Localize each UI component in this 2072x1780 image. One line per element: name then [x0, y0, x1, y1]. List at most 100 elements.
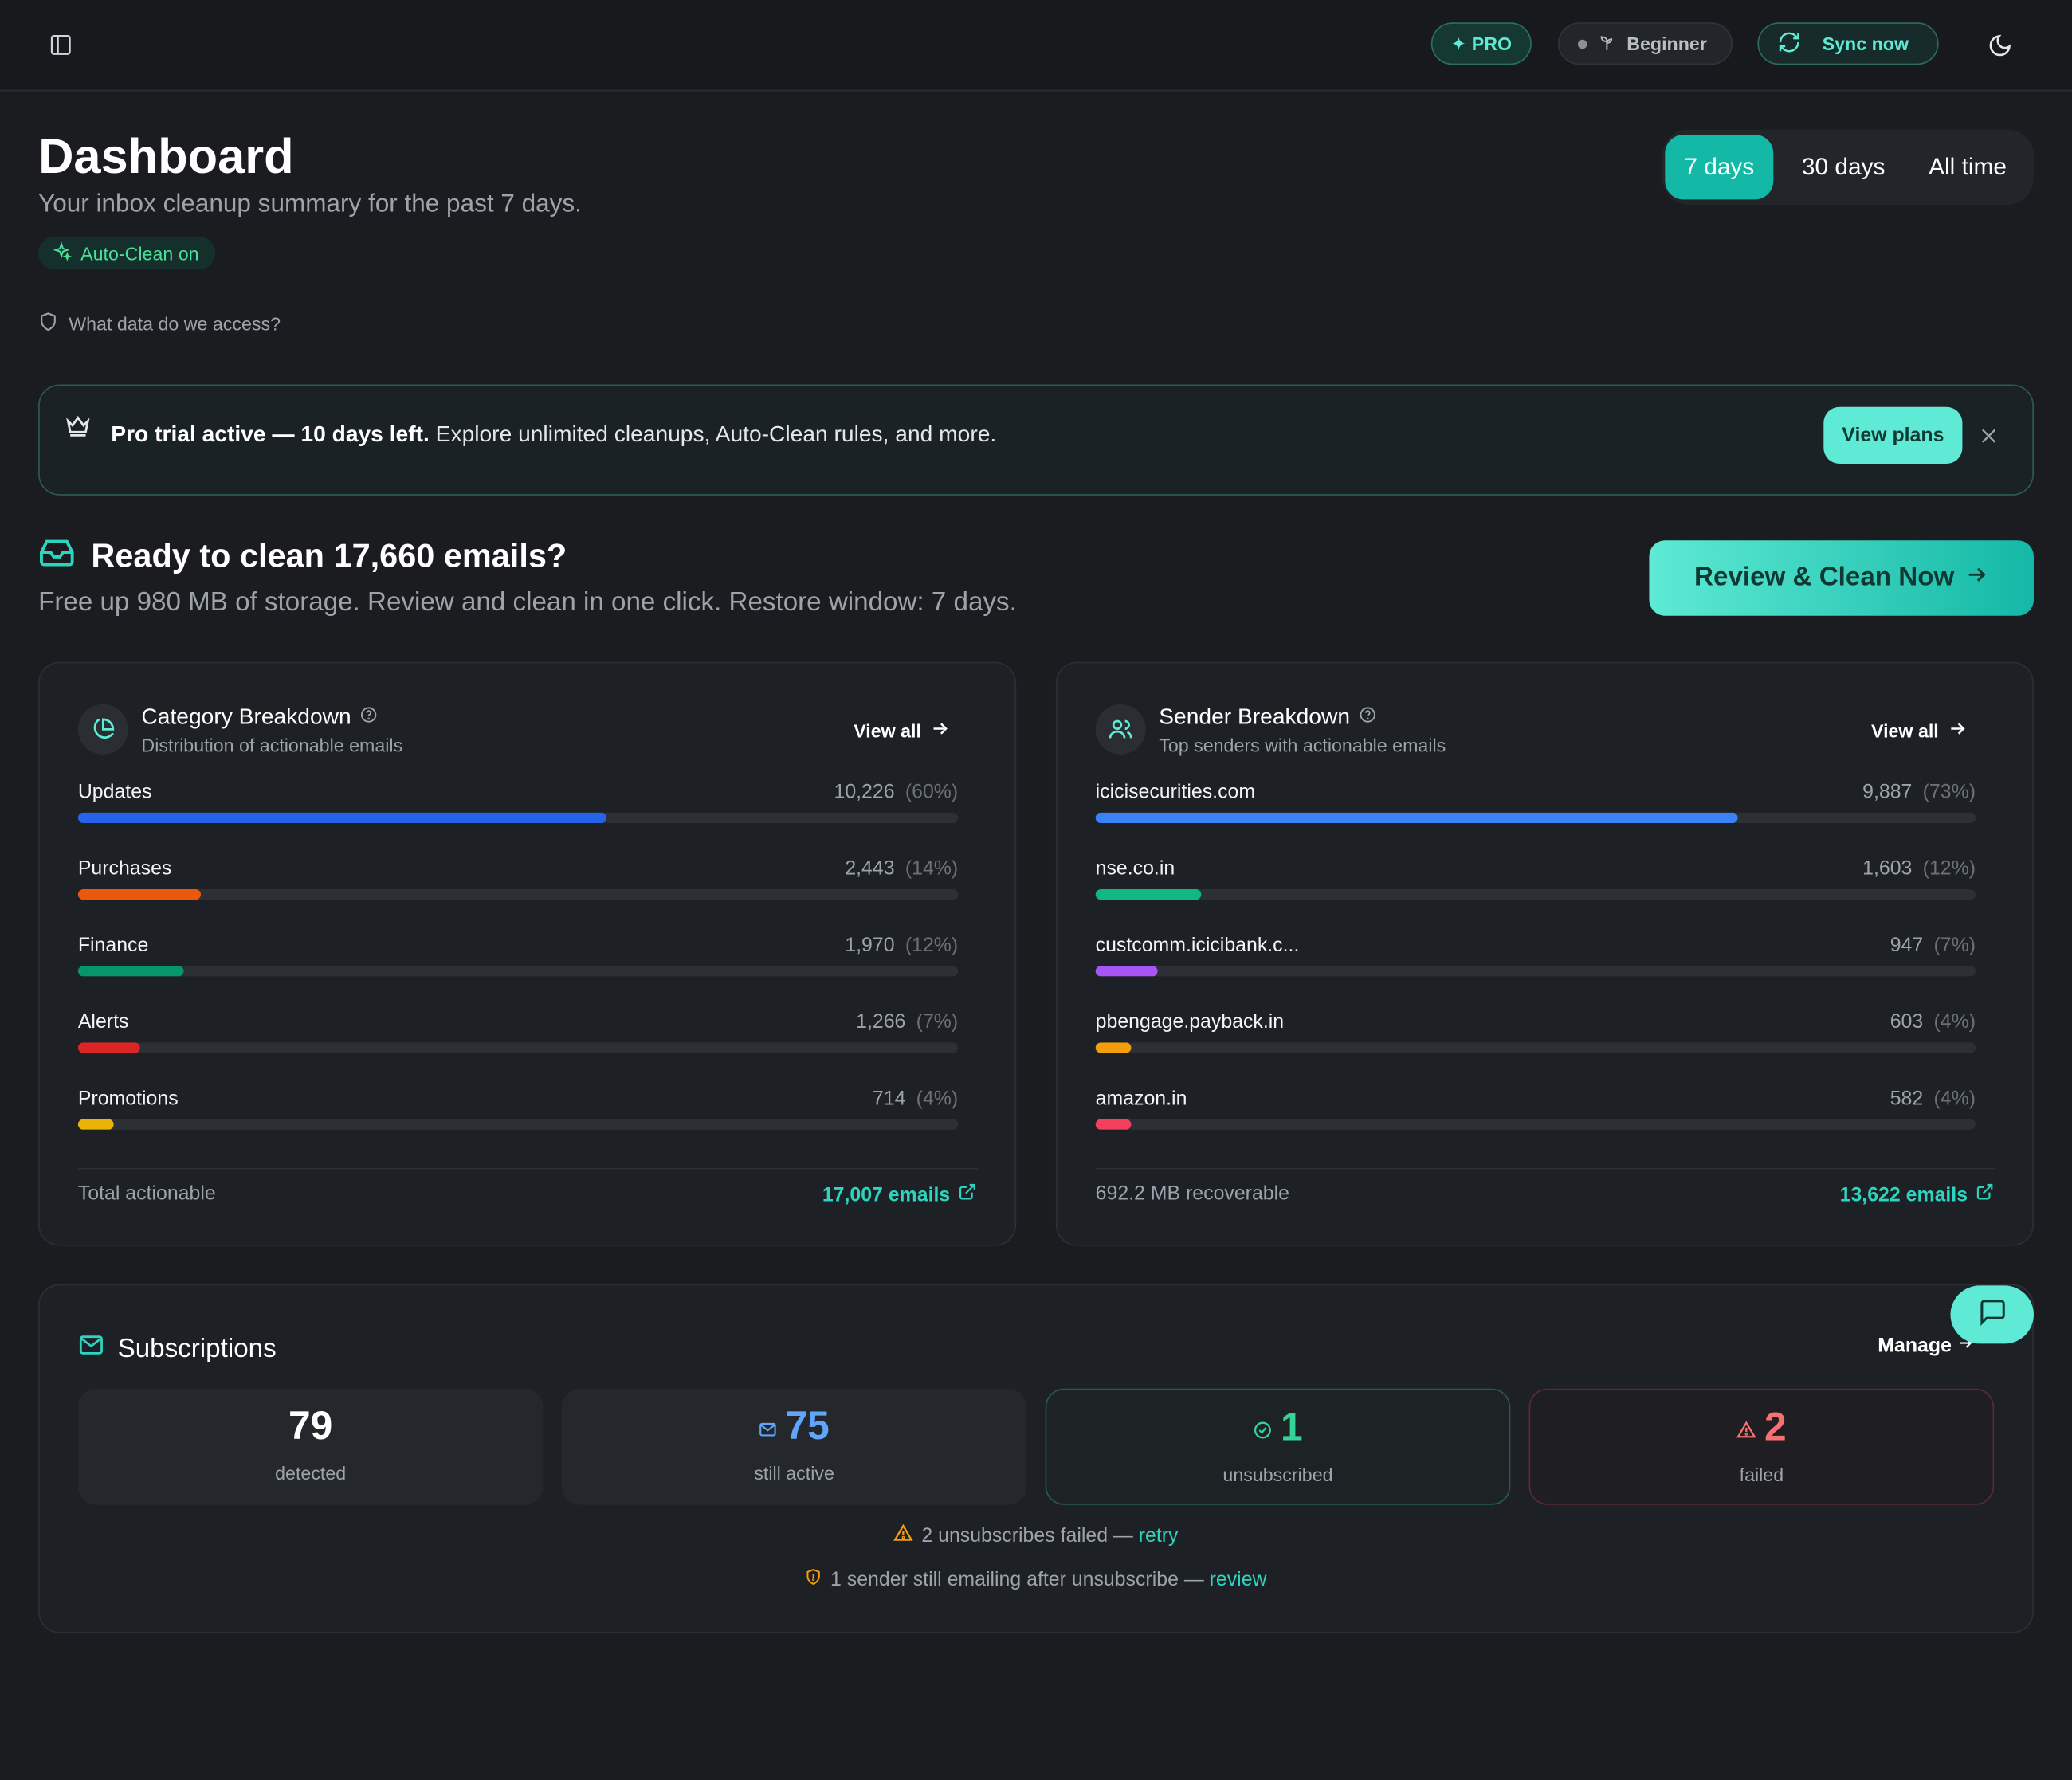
subscriptions-card: Subscriptions Manage 79 detected 75 st — [38, 1284, 2034, 1633]
close-icon[interactable] — [1974, 421, 2003, 450]
review-link[interactable]: review — [1209, 1568, 1267, 1591]
category-percent: (14%) — [905, 857, 959, 880]
category-percent: (7%) — [916, 1010, 959, 1033]
card-divider — [1095, 1167, 1995, 1170]
category-percent: (4%) — [916, 1087, 959, 1110]
stat-unsubscribed[interactable]: 1 unsubscribed — [1045, 1388, 1511, 1505]
review-clean-now-button[interactable]: Review & Clean Now — [1649, 540, 2034, 616]
category-progress-fill — [77, 888, 202, 900]
mail-icon — [759, 1405, 777, 1449]
sender-percent: (73%) — [1922, 780, 1976, 804]
stat-unsubscribed-number: 1 — [1046, 1406, 1509, 1450]
category-view-all-link[interactable]: View all — [854, 719, 950, 743]
sender-view-all-link[interactable]: View all — [1871, 719, 1968, 743]
pro-trial-banner: Pro trial active — 10 days left. Explore… — [38, 384, 2034, 496]
sidebar-toggle-icon[interactable] — [45, 29, 77, 61]
refresh-icon — [1777, 29, 1801, 57]
recoverable-label: 692.2 MB recoverable — [1095, 1182, 1289, 1206]
external-link-icon — [1976, 1182, 1994, 1206]
stat-detected-value: 79 — [288, 1404, 333, 1449]
shield-icon — [38, 312, 58, 335]
arrow-right-icon — [1948, 719, 1968, 743]
level-badge[interactable]: Beginner — [1558, 22, 1733, 65]
stat-detected[interactable]: 79 detected — [77, 1388, 544, 1505]
help-circle-icon[interactable] — [1358, 704, 1376, 731]
category-percent: (60%) — [905, 780, 959, 804]
help-circle-icon[interactable] — [359, 704, 378, 731]
stat-still-active[interactable]: 75 still active — [561, 1388, 1027, 1505]
sender-percent: (12%) — [1922, 857, 1976, 880]
total-actionable-label: Total actionable — [77, 1182, 216, 1206]
sender-percent: (7%) — [1933, 934, 1976, 957]
pro-badge[interactable]: ✦ PRO — [1430, 22, 1532, 65]
stat-detected-label: detected — [275, 1462, 347, 1484]
sender-percent: (4%) — [1933, 1087, 1976, 1110]
category-count: 1,970 — [845, 934, 895, 957]
sender-percent: (4%) — [1933, 1010, 1976, 1033]
category-progress-track — [77, 1042, 959, 1053]
category-count: 714 — [872, 1087, 906, 1110]
sender-label: amazon.in — [1095, 1087, 1187, 1110]
range-all-time[interactable]: All time — [1929, 153, 2007, 180]
range-7-days[interactable]: 7 days — [1665, 135, 1774, 200]
arrow-right-icon — [931, 719, 951, 743]
warning-icon — [893, 1523, 914, 1549]
category-breakdown-subtitle: Distribution of actionable emails — [141, 734, 403, 756]
stat-unsubscribed-value: 1 — [1281, 1406, 1303, 1450]
stat-still-active-value: 75 — [785, 1404, 830, 1449]
sender-value: 9,887 (73%) — [1862, 781, 1976, 803]
data-access-link[interactable]: What data do we access? — [38, 312, 281, 335]
arrow-right-icon — [1965, 563, 1989, 594]
sender-count: 1,603 — [1862, 857, 1913, 880]
trial-text: Explore unlimited cleanups, Auto-Clean r… — [429, 421, 997, 447]
category-progress-track — [77, 1119, 959, 1130]
sender-label: nse.co.in — [1095, 857, 1175, 880]
sender-progress-fill — [1095, 812, 1738, 824]
still-emailing-notice: 1 sender still emailing after unsubscrib… — [40, 1568, 2033, 1590]
sender-count: 947 — [1890, 934, 1924, 957]
chat-support-button[interactable] — [1950, 1285, 2034, 1344]
sender-progress-fill — [1095, 1042, 1131, 1053]
sync-now-button[interactable]: Sync now — [1757, 22, 1939, 65]
category-label: Alerts — [77, 1010, 129, 1033]
message-square-icon — [1977, 1297, 2006, 1333]
auto-clean-badge[interactable]: Auto-Clean on — [38, 236, 215, 270]
category-title-text: Category Breakdown — [141, 704, 351, 730]
still-emailing-text: 1 sender still emailing after unsubscrib… — [830, 1568, 1210, 1591]
stat-failed[interactable]: 2 failed — [1528, 1388, 1995, 1505]
manage-subscriptions-link[interactable]: Manage — [1878, 1335, 1974, 1357]
category-value: 1,266 (7%) — [856, 1011, 958, 1033]
sender-value: 603 (4%) — [1890, 1011, 1976, 1033]
total-actionable-value: 17,007 emails — [822, 1182, 951, 1206]
retry-link[interactable]: retry — [1138, 1524, 1179, 1547]
sender-emails-link[interactable]: 13,622 emails — [1840, 1182, 1995, 1206]
inbox-icon — [38, 534, 75, 580]
sender-progress-track — [1095, 966, 1976, 977]
total-actionable-link[interactable]: 17,007 emails — [822, 1182, 977, 1206]
dark-mode-toggle-icon[interactable] — [1982, 28, 2016, 62]
sender-breakdown-title: Sender Breakdown — [1159, 704, 1376, 731]
failed-notice-text: 2 unsubscribes failed — — [921, 1524, 1139, 1547]
failed-unsubscribes-notice: 2 unsubscribes failed — retry — [40, 1523, 2033, 1549]
stat-failed-number: 2 — [1530, 1406, 1992, 1450]
sender-progress-track — [1095, 1119, 1976, 1130]
stat-failed-label: failed — [1739, 1464, 1784, 1485]
category-count: 10,226 — [834, 780, 895, 804]
sender-progress-fill — [1095, 888, 1202, 900]
category-value: 2,443 (14%) — [845, 857, 958, 880]
mail-icon — [78, 1331, 104, 1366]
ready-title: Ready to clean 17,660 emails? — [38, 534, 567, 580]
range-30-days[interactable]: 30 days — [1801, 153, 1886, 180]
view-plans-button[interactable]: View plans — [1823, 406, 1963, 465]
auto-clean-label: Auto-Clean on — [80, 242, 199, 264]
check-circle-icon — [1253, 1406, 1273, 1450]
subscriptions-title-text: Subscriptions — [117, 1333, 277, 1363]
shield-alert-icon — [806, 1568, 823, 1590]
category-progress-fill — [77, 1119, 113, 1130]
pro-label: PRO — [1471, 33, 1513, 54]
date-range-selector: 7 days 30 days All time — [1662, 129, 2034, 206]
sender-value: 947 (7%) — [1890, 934, 1976, 956]
category-progress-fill — [77, 966, 184, 977]
subscriptions-title: Subscriptions — [78, 1331, 277, 1366]
